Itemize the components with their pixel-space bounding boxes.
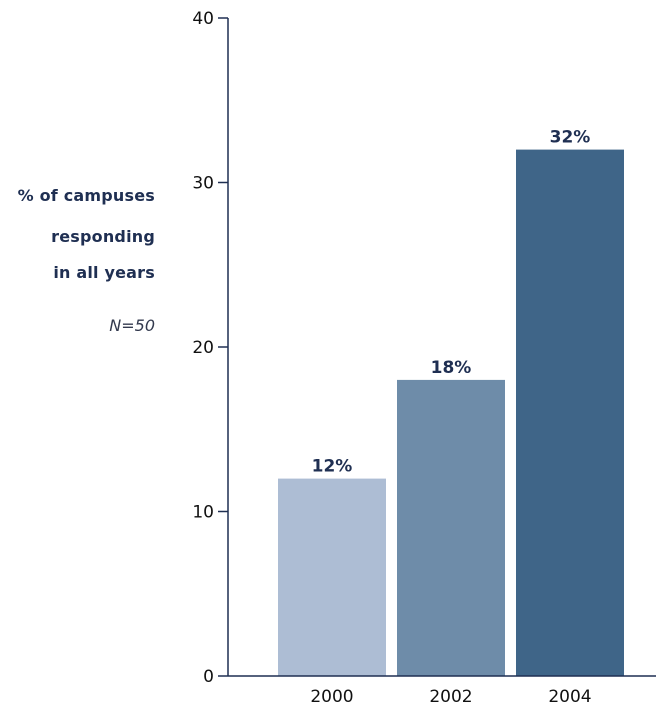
bar-2002 [397,379,505,676]
bar-2004 [516,149,624,677]
y-axis-label-line-2: responding [51,227,155,246]
axes-group: 0 10 20 30 40 2000 2002 2004 [192,9,656,707]
data-label-2002: 18% [431,358,472,378]
data-label-2004: 32% [550,128,591,148]
y-tick-label: 10 [192,503,214,523]
y-tick-label: 40 [192,9,214,29]
y-axis-label-line-3: in all years [53,263,155,282]
bar-2000 [278,478,386,676]
sample-size-note: N=50 [109,316,155,335]
y-tick-label: 30 [192,174,214,194]
x-tick-label-2000: 2000 [310,687,353,707]
bars-group: 12% 18% 32% [278,128,624,677]
y-axis-label-line-1: % of campuses [17,186,155,205]
x-tick-label-2002: 2002 [429,687,472,707]
y-tick-label: 20 [192,338,214,358]
data-label-2000: 12% [312,457,353,477]
y-tick-label: 0 [203,667,214,687]
x-tick-label-2004: 2004 [548,687,591,707]
